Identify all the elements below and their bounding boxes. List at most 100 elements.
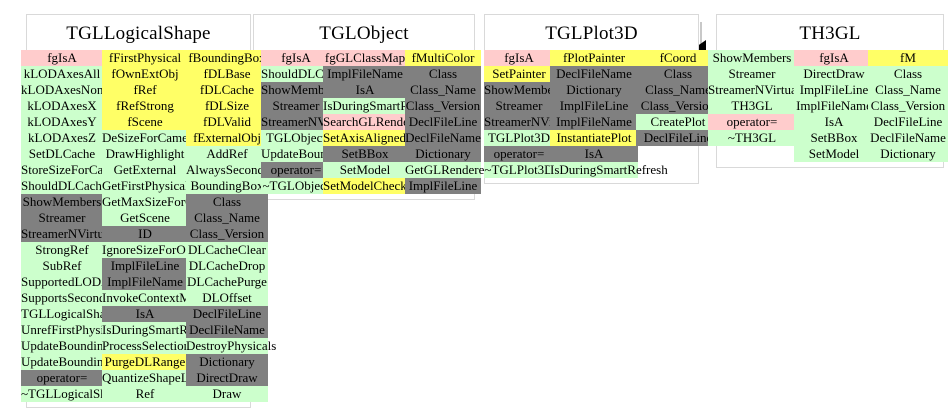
member-cell[interactable]: fgIsA — [261, 50, 331, 66]
member-cell[interactable]: BoundingBox — [186, 178, 268, 194]
member-cell[interactable]: DeclFileName — [550, 66, 638, 82]
member-cell[interactable]: Ref — [102, 386, 188, 402]
member-cell[interactable]: ImplFileLine — [794, 82, 874, 98]
member-cell[interactable]: kLODAxesNone — [21, 82, 109, 98]
member-cell[interactable]: SupportsSecondarySelect — [21, 290, 154, 306]
member-cell[interactable]: operator= — [708, 114, 796, 130]
member-cell[interactable]: fMultiColor — [405, 50, 481, 66]
member-cell[interactable]: UnrefFirstPhysical — [21, 322, 119, 338]
member-cell[interactable]: SetBBox — [323, 146, 407, 162]
member-cell[interactable]: StoreSizeForCamera — [21, 162, 129, 178]
member-cell[interactable]: fExternalObj — [186, 130, 268, 146]
member-cell[interactable]: ImplFileLine — [550, 98, 638, 114]
member-cell[interactable]: Class_Name — [868, 82, 948, 98]
member-cell[interactable]: DrawHighlight — [102, 146, 188, 162]
member-cell[interactable]: ShowMembers — [261, 82, 340, 98]
member-cell[interactable]: SupportedLODAxes — [21, 274, 128, 290]
member-cell[interactable]: SetModelCheckClass — [323, 178, 435, 194]
member-cell[interactable]: DestroyPhysicals — [186, 338, 276, 354]
member-cell[interactable]: IsDuringSmartRefresh — [323, 98, 441, 114]
member-cell[interactable]: IsA — [323, 82, 407, 98]
member-cell[interactable]: GetFirstPhysical — [102, 178, 189, 194]
member-cell[interactable]: DirectDraw — [794, 66, 874, 82]
member-cell[interactable]: DeclFileLine — [868, 114, 948, 130]
member-cell[interactable]: DeclFileName — [186, 322, 268, 338]
member-cell[interactable]: Draw — [186, 386, 268, 402]
member-cell[interactable]: IsA — [550, 146, 638, 162]
member-cell[interactable]: TH3GL — [708, 98, 796, 114]
member-cell[interactable]: SetModel — [794, 146, 874, 162]
member-cell[interactable]: StreamerNVirtual — [708, 82, 800, 98]
member-cell[interactable]: DLOffset — [186, 290, 268, 306]
member-cell[interactable]: GetExternal — [102, 162, 188, 178]
member-cell[interactable]: Class_Name — [636, 82, 720, 98]
member-cell[interactable]: fOwnExtObj — [102, 66, 188, 82]
member-cell[interactable]: fDLValid — [186, 114, 268, 130]
member-cell[interactable]: CreatePlot — [636, 114, 720, 130]
member-cell[interactable]: Class_Name — [405, 82, 481, 98]
member-cell[interactable]: TGLObject — [261, 130, 331, 146]
member-cell[interactable]: fRefStrong — [102, 98, 188, 114]
member-cell[interactable]: SubRef — [21, 258, 103, 274]
member-cell[interactable]: Streamer — [708, 66, 796, 82]
member-cell[interactable]: ShowMembers — [708, 50, 796, 66]
member-cell[interactable]: ~TGLLogicalShape — [21, 386, 125, 402]
member-cell[interactable]: SetAxisAlignedBBox — [323, 130, 436, 146]
member-cell[interactable]: SearchGLRenderer — [323, 114, 423, 130]
member-cell[interactable]: UpdateBoundingBox — [261, 146, 372, 162]
member-cell[interactable]: fPlotPainter — [550, 50, 638, 66]
member-cell[interactable]: DLCacheDrop — [186, 258, 268, 274]
member-cell[interactable]: InvokeContextMenu — [102, 290, 210, 306]
member-cell[interactable]: Class_Name — [186, 210, 268, 226]
member-cell[interactable]: GetGLRenderer — [405, 162, 489, 178]
member-cell[interactable]: QuantizeShapeLOD — [102, 370, 207, 386]
member-cell[interactable]: fScene — [102, 114, 188, 130]
member-cell[interactable]: Class_Version — [186, 226, 268, 242]
member-cell[interactable]: fgIsA — [21, 50, 103, 66]
member-cell[interactable]: StreamerNVirtual — [261, 114, 353, 130]
member-cell[interactable]: Class_Version — [405, 98, 481, 114]
member-cell[interactable]: fgIsA — [484, 50, 554, 66]
member-cell[interactable]: SetPainter — [484, 66, 554, 82]
member-cell[interactable]: ImplFileName — [323, 66, 407, 82]
member-cell[interactable]: ShouldDLCache — [21, 178, 108, 194]
member-cell[interactable]: GetMaxSizeForCamera — [102, 194, 225, 210]
member-cell[interactable]: AddRef — [186, 146, 268, 162]
member-cell[interactable]: Dictionary — [186, 354, 268, 370]
member-cell[interactable]: PurgeDLRange — [102, 354, 188, 370]
member-cell[interactable]: ImplFileLine — [405, 178, 481, 194]
member-cell[interactable]: UpdateBoundingBox — [21, 338, 132, 354]
member-cell[interactable]: operator= — [261, 162, 331, 178]
member-cell[interactable]: DeclFileLine — [186, 306, 268, 322]
member-cell[interactable]: ~TGLPlot3D — [484, 162, 554, 178]
member-cell[interactable]: ShowMembers — [21, 194, 103, 210]
member-cell[interactable]: TGLLogicalShape — [21, 306, 118, 322]
member-cell[interactable]: DLCacheClear — [186, 242, 268, 258]
member-cell[interactable]: Dictionary — [550, 82, 638, 98]
member-cell[interactable]: Dictionary — [405, 146, 481, 162]
member-cell[interactable]: UpdateBoundingBoxesOfPhysicals — [21, 354, 205, 370]
member-cell[interactable]: Class_Version — [868, 98, 948, 114]
member-cell[interactable]: DeclFileLine — [636, 130, 720, 146]
member-cell[interactable]: IsDuringSmartRefresh — [102, 322, 220, 338]
member-cell[interactable]: kLODAxesY — [21, 114, 103, 130]
member-cell[interactable]: fM — [868, 50, 948, 66]
member-cell[interactable]: DLCachePurge — [186, 274, 268, 290]
member-cell[interactable]: operator= — [21, 370, 103, 386]
member-cell[interactable]: SetBBox — [794, 130, 874, 146]
member-cell[interactable]: StreamerNVirtual — [484, 114, 576, 130]
member-cell[interactable]: ImplFileName — [102, 274, 188, 290]
member-cell[interactable]: TGLPlot3D — [484, 130, 554, 146]
member-cell[interactable]: kLODAxesZ — [21, 130, 103, 146]
member-cell[interactable]: ~TGLObject — [261, 178, 331, 194]
member-cell[interactable]: AlwaysSecondarySelect — [186, 162, 312, 178]
member-cell[interactable]: DeclFileLine — [405, 114, 481, 130]
member-cell[interactable]: ShouldDLCache — [261, 66, 348, 82]
member-cell[interactable]: fgIsA — [794, 50, 874, 66]
member-cell[interactable]: operator= — [484, 146, 554, 162]
member-cell[interactable]: Class — [186, 194, 268, 210]
member-cell[interactable]: SetDLCache — [21, 146, 103, 162]
member-cell[interactable]: Class — [868, 66, 948, 82]
member-cell[interactable]: ImplFileLine — [102, 258, 188, 274]
member-cell[interactable]: Streamer — [261, 98, 331, 114]
